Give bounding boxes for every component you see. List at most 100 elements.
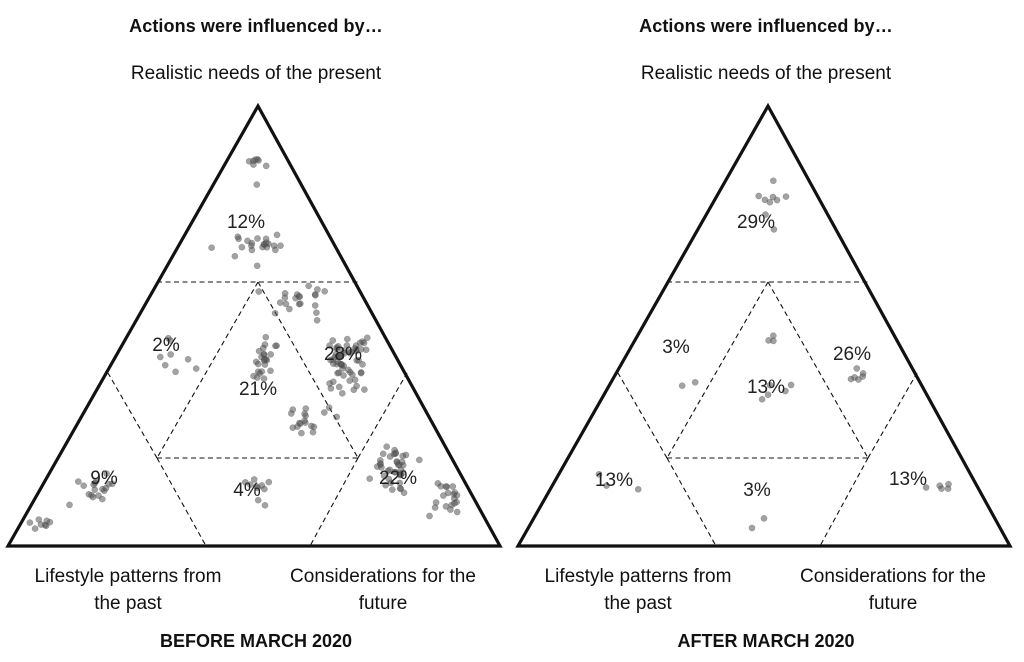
right-vertex-label: Considerations for the future [262,563,504,617]
scatter-point [254,484,261,492]
scatter-point [388,486,396,494]
scatter-point [248,242,255,250]
region-percentages: 29% 3% 13% 26% 13% 3% 13% [595,212,927,501]
scatter-point [760,515,768,522]
scatter-point [361,386,368,393]
divider-left-outer [617,372,668,459]
left-vertex-label-line1: Lifestyle patterns from [544,566,732,587]
scatter-point [351,345,359,352]
scatter-point [380,472,388,480]
scatter-point [366,475,374,483]
scatter-point [334,343,342,350]
scatter-point [289,424,297,432]
scatter-point [314,286,321,293]
scatter-point [855,376,862,383]
scatter-point [782,387,789,395]
scatter-point [43,517,51,525]
scatter-point [192,365,200,372]
scatter-point [246,481,254,488]
scatter-point [343,335,351,343]
left-vertex-label: Lifestyle patterns from the past [518,563,758,617]
scatter-point [253,262,261,270]
scatter-point [286,305,293,313]
scatter-point [344,366,352,374]
scatter-point [758,395,766,403]
right-vertex-label-line2: future [358,593,408,614]
scatter-point [272,246,279,254]
scatter-point [384,467,392,475]
region-upper-right-percent: 28% [324,344,362,365]
divider-left-outer [107,372,158,459]
scatter-point [208,244,215,252]
scatter-point [678,382,686,390]
scatter-point [396,479,404,487]
scatter-point [326,342,333,349]
scatter-point [442,503,450,510]
scatter-point [334,369,341,377]
scatter-point [311,302,319,309]
scatter-point [108,480,116,488]
left-vertex-label-line1: Lifestyle patterns from [34,566,222,587]
panel-heading: Actions were influenced by… [639,16,893,36]
scatter-point [262,333,270,341]
scatter-point [770,226,778,233]
divider-bottom-left [156,457,207,547]
scatter-point [938,485,945,492]
scatter-point [184,355,192,363]
scatter-point [244,237,251,245]
ternary-triangle: 12% 2% 21% 28% 9% 4% 22% [5,102,503,548]
scatter-point [348,371,356,379]
scatter-point [415,456,423,464]
scatter-point [764,391,772,399]
scatter-point [277,242,284,250]
scatter-point [766,381,774,389]
region-bottom-right-percent: 22% [379,468,417,489]
scatter-point [156,353,164,361]
scatter-point [755,192,763,200]
scatter-point [172,368,179,376]
scatter-point [267,351,275,358]
triangle-outline [515,102,1013,548]
scatter-point [340,372,347,379]
scatter-point [397,466,405,474]
scatter-point [399,452,407,460]
panel-after-march-2020: Actions were influenced by… Realistic ne… [510,0,1022,662]
top-vertex-label: Realistic needs of the present [130,63,382,84]
scatter-point [382,481,389,489]
scatter-point [449,483,457,490]
scatter-point [289,406,297,413]
scatter-point [325,404,333,411]
scatter-point [102,484,110,492]
divider-bottom-right [819,457,869,547]
scatter-point [254,368,262,376]
scatter-point [296,300,304,307]
scatter-point [451,489,459,496]
scatter-point [773,196,781,204]
scatter-point [451,500,458,507]
scatter-point [333,413,341,421]
region-bottom-middle-percent: 3% [743,480,771,501]
scatter-point [265,478,273,486]
scatter-point [235,235,242,243]
scatter-point [103,470,110,477]
region-percentages: 12% 2% 21% 28% 9% 4% 22% [90,212,417,501]
scatter-point [272,342,279,350]
scatter-point [761,196,769,204]
scatter-point [634,485,642,493]
scatter-point [262,162,270,170]
scatter-point [85,490,93,498]
scatter-point [691,378,699,386]
scatter-point [392,449,400,457]
scatter-points [595,177,952,532]
scatter-point [340,349,348,357]
scatter-point [383,443,391,451]
scatter-point [255,288,263,295]
scatter-point [373,463,381,470]
scatter-point [321,287,329,295]
divider-left-upper [156,281,259,459]
region-bottom-right-percent: 13% [889,469,927,490]
scatter-point [442,483,450,490]
scatter-point [313,309,320,317]
region-top-percent: 12% [227,212,265,233]
divider-right-outer [867,372,918,459]
